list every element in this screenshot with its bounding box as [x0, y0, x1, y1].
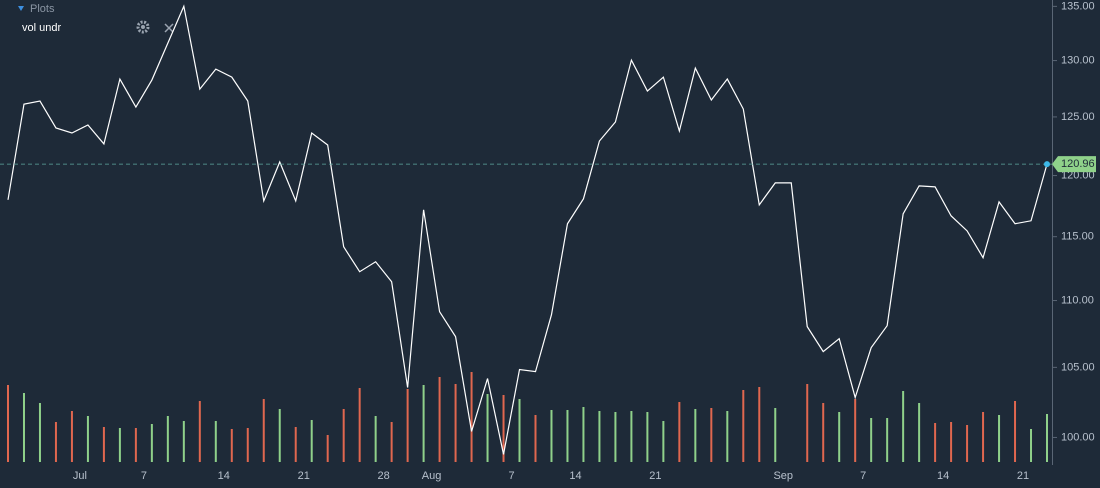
- x-tick-label: 28: [378, 470, 390, 482]
- volume-bar: [326, 435, 329, 462]
- volume-bar: [950, 422, 953, 462]
- x-tick-label: 14: [937, 470, 949, 482]
- volume-bar: [86, 416, 89, 462]
- volume-bar: [550, 410, 553, 462]
- volume-bar: [566, 410, 569, 462]
- x-tick-label: 21: [298, 470, 310, 482]
- x-tick-label: 7: [508, 470, 514, 482]
- volume-bar: [182, 421, 185, 462]
- volume-bar: [102, 427, 105, 462]
- x-tick-label: 21: [1017, 470, 1029, 482]
- volume-bar: [758, 387, 761, 462]
- volume-bar: [678, 402, 681, 462]
- volume-bar: [278, 409, 281, 462]
- plot-name: vol undr: [22, 22, 61, 34]
- last-value-dot: [1044, 161, 1050, 168]
- volume-bar: [438, 377, 441, 462]
- volume-bar: [918, 403, 921, 462]
- x-tick-label: Sep: [773, 470, 793, 482]
- volume-bar: [422, 385, 425, 462]
- volume-bar: [982, 412, 985, 462]
- volume-bar: [342, 409, 345, 462]
- volume-bar: [1046, 414, 1048, 462]
- volume-bar: [998, 415, 1001, 462]
- volume-bar: [22, 393, 25, 462]
- volume-bar: [774, 408, 777, 462]
- volume-bar: [7, 385, 9, 462]
- volume-bar: [70, 411, 73, 462]
- y-tick-label: 110.00: [1061, 294, 1094, 306]
- volume-bar: [598, 411, 601, 462]
- volume-bar: [582, 407, 585, 462]
- volume-bar: [134, 428, 137, 462]
- y-tick-label: 100.00: [1061, 431, 1095, 443]
- y-tick-label: 130.00: [1061, 54, 1095, 66]
- volume-bar: [262, 399, 265, 462]
- x-tick-label: 21: [649, 470, 661, 482]
- x-tick-label: Jul: [73, 470, 87, 482]
- volume-bar: [358, 388, 361, 462]
- volume-bar: [294, 427, 297, 462]
- volume-bar: [726, 411, 729, 462]
- y-tick-label: 105.00: [1061, 361, 1095, 373]
- volume-bar: [454, 384, 457, 462]
- volume-bar: [902, 391, 905, 462]
- volume-bar: [662, 421, 665, 462]
- volume-bar: [374, 416, 377, 462]
- volume-bar: [150, 424, 153, 462]
- y-tick-label: 120.00: [1061, 169, 1095, 181]
- volume-bar: [854, 399, 857, 462]
- volume-bar: [38, 403, 41, 462]
- volume-bar: [310, 420, 313, 462]
- volume-bar: [230, 429, 233, 462]
- volume-bar: [390, 422, 393, 462]
- volume-bar: [246, 428, 249, 462]
- y-tick-label: 135.00: [1061, 0, 1095, 12]
- volume-bar: [518, 399, 521, 462]
- last-value-label: 120.96: [1061, 158, 1095, 170]
- x-tick-label: 7: [141, 470, 147, 482]
- volume-bar: [406, 389, 409, 462]
- x-tick-label: Aug: [422, 470, 442, 482]
- volume-bar: [694, 409, 697, 462]
- y-tick-label: 115.00: [1061, 231, 1094, 243]
- volume-bar: [1030, 429, 1033, 462]
- volume-bar: [886, 418, 889, 462]
- x-tick-label: 14: [218, 470, 230, 482]
- close-icon[interactable]: [164, 23, 174, 33]
- volume-bar: [966, 425, 969, 462]
- volume-bar: [838, 412, 841, 462]
- price-line: [7, 4, 1048, 455]
- volume-bar: [118, 428, 121, 462]
- last-value-badge: [1052, 156, 1096, 173]
- volume-bar: [486, 394, 489, 462]
- volume-bar: [214, 421, 217, 462]
- volume-bar: [742, 390, 745, 462]
- volume-bar: [470, 372, 473, 462]
- x-tick-label: 14: [569, 470, 581, 482]
- volume-bar: [806, 384, 809, 462]
- x-tick-label: 7: [860, 470, 866, 482]
- volume-bar: [54, 422, 57, 462]
- volume-bar: [502, 395, 505, 462]
- volume-bar: [614, 412, 617, 462]
- volume-bar: [710, 408, 713, 462]
- volume-bar: [822, 403, 825, 462]
- volume-bar: [934, 423, 937, 462]
- volume-bar: [646, 412, 649, 462]
- volume-bar: [198, 401, 201, 462]
- volume-bar: [1014, 401, 1017, 462]
- y-tick-label: 125.00: [1061, 111, 1095, 123]
- volume-bar: [870, 418, 873, 462]
- settings-icon[interactable]: [136, 20, 150, 34]
- panel-title: Plots: [30, 3, 55, 15]
- volume-bar: [166, 416, 169, 462]
- volume-bar: [534, 415, 537, 462]
- volume-bar: [630, 411, 633, 462]
- collapse-arrow[interactable]: [18, 6, 24, 11]
